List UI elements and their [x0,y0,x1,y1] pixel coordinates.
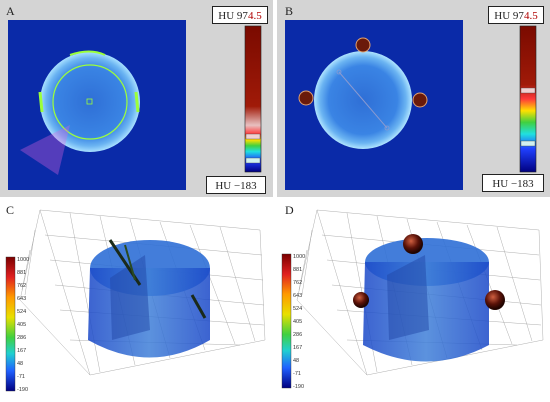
panel-d: 1000 881 762 643 524 405 286 167 48 -71 -190 D [277,200,550,402]
fiducial-marker-right [412,92,428,108]
marker-right [134,91,140,113]
fiducial-marker-right [485,290,505,310]
colorbar-tick-label: 48 [293,358,299,364]
colorbar-tick-label: 643 [17,296,26,302]
colorbar-tick-label: 643 [293,293,302,299]
level-slider-top[interactable] [245,133,261,140]
roi-center [86,98,93,105]
phantom-cylinder [88,268,210,358]
internal-insert [387,255,429,340]
level-slider-bottom[interactable] [520,140,536,147]
fiducial-marker-top [403,234,423,254]
colorbar [5,256,16,392]
colorbar [281,253,292,389]
fiducial-marker-left [353,292,369,308]
panel-d-render: 1000 881 762 643 524 405 286 167 48 -71 -190 [281,209,544,390]
colorbar-tick-label: 167 [293,345,302,351]
panel-b: B HU 974.5 HU −183 [277,0,550,197]
phantom-cross-section [40,52,140,152]
panel-c-render: 1000 881 762 643 524 405 286 167 48 -71 -190 [5,209,266,393]
colorbar-tick-label: 48 [17,361,23,367]
colorbar-tick-label: 762 [17,283,26,289]
hu-max-readout-a: HU 974.5 [212,6,268,24]
hu-min-readout-b: HU −183 [482,174,544,192]
colorbar-tick-label: 524 [293,306,302,312]
colorbar-tick-label: 405 [17,322,26,328]
fiducial-marker-top [355,37,371,53]
internal-insert [110,255,150,340]
hu-max-readout-b: HU 974.5 [488,6,544,24]
colorbar-ticks: 1000 881 762 643 524 405 286 167 48 -71 -190 [293,254,305,390]
panel-label-d: D [285,203,294,217]
colorbar-tick-label: -190 [17,387,28,393]
marker-left [38,91,44,113]
measurement-start [336,69,342,75]
colorbar-tick-label: 167 [17,348,26,354]
colorbar-tick-label: 405 [293,319,302,325]
panel-a: A HU 974.5 HU −183 [0,0,273,197]
panel-b-image [285,20,537,190]
measurement-end [384,125,390,131]
colorbar-tick-label: 1000 [17,257,29,263]
hu-max-suffix: 4.5 [247,10,262,22]
colorbar-tick-label: 524 [17,309,26,315]
colorbar-tick-label: 881 [293,267,302,273]
hu-max-suffix: 4.5 [523,10,538,22]
panel-label-c: C [6,203,15,217]
level-slider-top[interactable] [520,87,536,94]
panel-label-b: B [285,4,294,18]
colorbar-tick-label: -71 [17,374,25,380]
colorbar-tick-label: 762 [293,280,302,286]
colorbar-tick-label: -71 [293,371,301,377]
panel-a-image [8,20,262,190]
marker-top [69,50,106,56]
colorbar-ticks: 1000 881 762 643 524 405 286 167 48 -71 -190 [17,257,29,393]
window-level-bar[interactable] [244,25,262,173]
window-level-bar[interactable] [519,25,537,173]
level-slider-bottom[interactable] [245,157,261,164]
colorbar-tick-label: 286 [293,332,302,338]
hu-max-prefix: HU 97 [494,10,524,22]
hu-min-readout-a: HU −183 [206,176,266,194]
colorbar-tick-label: -190 [293,384,304,390]
hu-max-prefix: HU 97 [218,10,248,22]
marker-top-2 [124,244,136,281]
marker-right [190,294,207,319]
colorbar-tick-label: 286 [17,335,26,341]
measurement-line [338,71,388,129]
artifact-overlay [20,125,70,175]
panel-label-a: A [6,4,15,18]
colorbar-tick-label: 881 [17,270,26,276]
fiducial-marker-left [298,90,314,106]
roi-circle [52,64,128,140]
panel-c: 1000 881 762 643 524 405 286 167 48 -71 -190 C [0,200,273,402]
colorbar-tick-label: 1000 [293,254,305,260]
